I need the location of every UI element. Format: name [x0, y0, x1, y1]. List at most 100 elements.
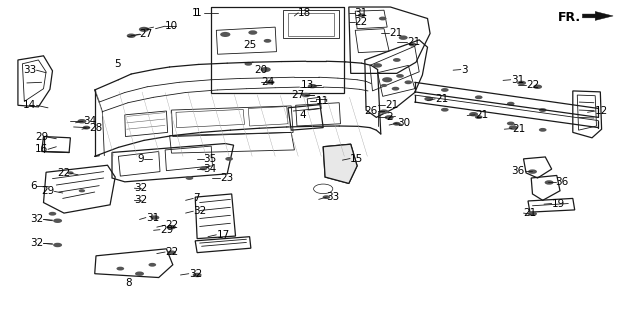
Text: 23: 23 — [220, 173, 234, 183]
Text: 25: 25 — [243, 40, 257, 50]
Circle shape — [79, 189, 85, 192]
Text: 6: 6 — [30, 181, 36, 191]
Text: 3: 3 — [461, 64, 467, 75]
Circle shape — [150, 215, 159, 220]
Text: 2: 2 — [386, 112, 392, 122]
Circle shape — [533, 85, 542, 89]
Text: 22: 22 — [165, 247, 179, 257]
Circle shape — [200, 167, 207, 170]
Circle shape — [385, 115, 394, 120]
Text: 16: 16 — [35, 144, 48, 154]
Circle shape — [53, 219, 62, 223]
Text: 5: 5 — [114, 59, 120, 69]
Circle shape — [382, 77, 392, 82]
Circle shape — [67, 171, 74, 174]
Circle shape — [399, 35, 408, 40]
Circle shape — [116, 267, 124, 271]
Text: 34: 34 — [204, 164, 217, 174]
Circle shape — [49, 212, 56, 216]
Circle shape — [392, 87, 399, 91]
Circle shape — [528, 211, 537, 216]
Circle shape — [323, 195, 330, 199]
Circle shape — [509, 125, 518, 130]
Circle shape — [264, 39, 271, 43]
Circle shape — [244, 62, 252, 66]
Circle shape — [507, 102, 515, 106]
Text: 21: 21 — [475, 110, 488, 120]
Circle shape — [475, 115, 483, 119]
Text: 33: 33 — [23, 65, 36, 75]
Text: 32: 32 — [30, 214, 44, 225]
Circle shape — [53, 243, 62, 247]
Circle shape — [167, 225, 176, 229]
Text: 11: 11 — [316, 96, 330, 107]
Text: 24: 24 — [261, 77, 275, 87]
Text: 30: 30 — [397, 118, 410, 128]
Polygon shape — [582, 11, 613, 20]
Text: 21: 21 — [385, 100, 399, 110]
Circle shape — [517, 81, 526, 85]
Circle shape — [220, 32, 230, 37]
Circle shape — [308, 84, 317, 88]
Circle shape — [539, 108, 547, 112]
Circle shape — [469, 112, 478, 116]
Circle shape — [260, 67, 271, 72]
Circle shape — [545, 180, 554, 185]
Circle shape — [379, 17, 387, 20]
Polygon shape — [323, 144, 357, 183]
Text: 32: 32 — [193, 206, 207, 216]
Circle shape — [404, 80, 412, 84]
Text: 22: 22 — [355, 17, 368, 27]
Text: 9: 9 — [138, 154, 144, 164]
Text: 1: 1 — [195, 8, 202, 18]
Text: 22: 22 — [165, 220, 179, 230]
Text: 21: 21 — [435, 94, 449, 104]
Circle shape — [83, 126, 90, 130]
Circle shape — [528, 169, 537, 174]
Text: 35: 35 — [204, 154, 217, 164]
Circle shape — [225, 157, 233, 161]
Circle shape — [248, 30, 257, 35]
Text: 31: 31 — [511, 75, 524, 85]
Circle shape — [380, 109, 388, 114]
Circle shape — [475, 95, 483, 99]
Circle shape — [424, 97, 433, 101]
Text: 33: 33 — [326, 192, 340, 202]
Text: 19: 19 — [552, 198, 565, 209]
Text: 10: 10 — [165, 21, 179, 31]
Circle shape — [358, 13, 365, 17]
Circle shape — [393, 58, 401, 62]
Text: 14: 14 — [23, 100, 36, 110]
Text: 8: 8 — [125, 278, 131, 288]
Text: 29: 29 — [41, 186, 54, 197]
Text: 15: 15 — [350, 153, 364, 164]
Text: 20: 20 — [255, 65, 268, 75]
Text: 32: 32 — [134, 183, 148, 193]
Circle shape — [301, 93, 310, 97]
Text: 27: 27 — [291, 90, 305, 100]
Text: 32: 32 — [189, 269, 202, 279]
Circle shape — [77, 119, 86, 123]
Text: 36: 36 — [511, 166, 525, 176]
Text: 26: 26 — [364, 106, 378, 116]
Text: 29: 29 — [35, 132, 48, 142]
Text: 4: 4 — [300, 110, 306, 120]
Text: 21: 21 — [389, 28, 403, 39]
Text: 12: 12 — [595, 106, 609, 116]
Text: 31: 31 — [355, 8, 368, 19]
Circle shape — [507, 122, 515, 125]
Circle shape — [441, 88, 449, 92]
Circle shape — [139, 27, 149, 32]
Text: 7: 7 — [193, 193, 200, 204]
Text: 22: 22 — [57, 168, 70, 178]
Text: 32: 32 — [30, 238, 44, 249]
Text: 21: 21 — [407, 37, 420, 47]
Text: 31: 31 — [146, 212, 159, 223]
Circle shape — [409, 43, 417, 47]
Circle shape — [393, 122, 401, 126]
Text: 13: 13 — [300, 80, 314, 91]
Text: FR.: FR. — [558, 11, 581, 24]
Circle shape — [186, 176, 193, 180]
Circle shape — [167, 250, 176, 255]
Circle shape — [396, 74, 404, 78]
